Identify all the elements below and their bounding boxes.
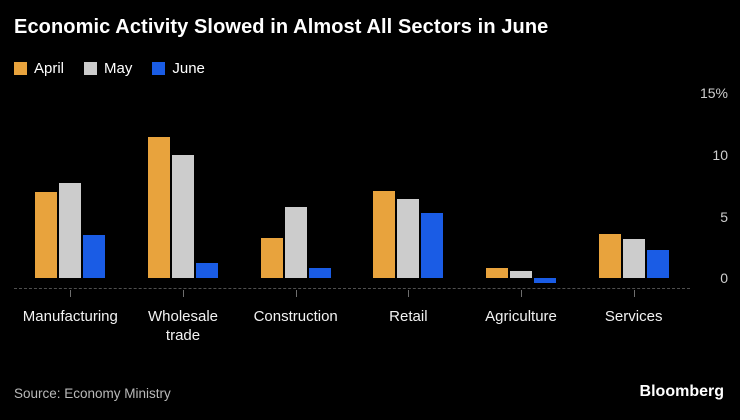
y-tick-label: 0 [720,270,728,287]
bar-may-services [622,238,645,279]
x-tick [70,290,72,297]
category-label: Services [604,308,663,325]
bar-june-construction [308,268,331,279]
x-axis-ticks [14,290,690,297]
bar-april-services [598,233,621,279]
x-tick [633,290,635,297]
plot-area [14,86,690,289]
bar-april-construction [260,237,283,279]
y-tick-label: 10 [712,146,728,163]
category-label: Retail [389,308,428,325]
y-axis-labels: 15% 10 5 0 [686,85,728,288]
legend-swatch-may [84,62,98,75]
legend-label-april: April [34,60,65,77]
bar-may-agriculture [510,270,532,279]
legend-item-april: April [14,60,64,77]
category-label: Manufacturing [22,308,118,325]
y-tick-label: 15% [699,85,728,102]
category-label: Agriculture [485,308,557,325]
category-label: Construction [253,308,338,325]
x-tick [521,290,522,297]
source-note: Source: Economy Ministry [14,386,171,401]
bar-may-wholesale-trade [172,154,194,279]
legend-label-june: June [172,60,205,77]
x-tick [295,290,297,297]
chart-title: Economic Activity Slowed in Almost All S… [14,16,549,38]
legend-item-june: June [152,60,205,77]
bar-april-agriculture [486,268,508,279]
legend-item-may: May [84,60,132,77]
bar-april-wholesale-trade [148,136,170,279]
bar-april-retail [373,190,396,279]
legend: April May June [14,60,205,77]
y-tick-label: 5 [720,208,728,225]
bar-june-agriculture [534,278,556,284]
bar-june-retail [421,212,444,279]
legend-swatch-april [14,62,27,75]
bar-june-services [646,249,669,279]
bar-may-manufacturing [59,183,82,279]
x-axis-category-labels: Manufacturing Wholesale trade Construction… [14,308,690,346]
x-tick [408,290,410,297]
bar-june-wholesale-trade [196,263,218,279]
x-tick [183,290,184,297]
bar-june-manufacturing [83,235,106,279]
legend-swatch-june [152,62,166,75]
bar-may-construction [284,206,307,279]
bar-april-manufacturing [35,191,58,279]
category-label: Wholesale trade [147,308,219,344]
bar-may-retail [397,199,420,279]
bloomberg-logo: Bloomberg [639,383,724,400]
legend-label-may: May [104,60,133,77]
